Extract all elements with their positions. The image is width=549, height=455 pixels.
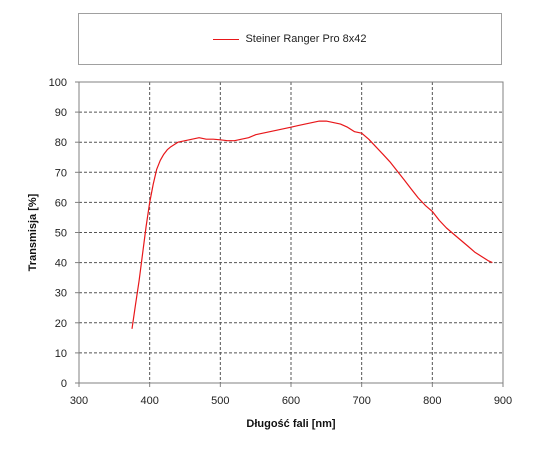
legend-entry: Steiner Ranger Pro 8x42 [79,14,501,64]
x-tick-label: 500 [211,395,229,407]
y-tick-label: 100 [49,77,67,89]
y-axis-title: Transmisja [%] [27,193,39,271]
x-tick-label: 800 [423,395,441,407]
y-tick-label: 60 [55,197,67,209]
y-tick-label: 50 [55,228,67,240]
y-tick-label: 20 [55,318,67,330]
legend: Steiner Ranger Pro 8x42 [78,13,502,65]
y-tick-label: 80 [55,137,67,149]
y-tick-label: 40 [55,258,67,270]
y-tick-label: 70 [55,167,67,179]
y-tick-label: 0 [61,378,67,390]
series-line [131,120,493,329]
legend-swatch [213,38,240,40]
x-tick-label: 300 [70,395,88,407]
axis-ticks: 300 400 500 600 700 800 900 0 10 20 30 40 50 60 70 80 90… [49,77,513,407]
x-tick-label: 700 [352,395,370,407]
x-tick-label: 600 [282,395,300,407]
x-tick-label: 400 [140,395,158,407]
y-tick-label: 30 [55,288,67,300]
legend-label: Steiner Ranger Pro 8x42 [245,33,367,45]
y-tick-label: 10 [55,348,67,360]
x-axis-title: Długość fali [nm] [246,418,336,430]
x-tick-label: 900 [494,395,512,407]
y-tick-label: 90 [55,107,67,119]
series-layer [131,120,493,329]
